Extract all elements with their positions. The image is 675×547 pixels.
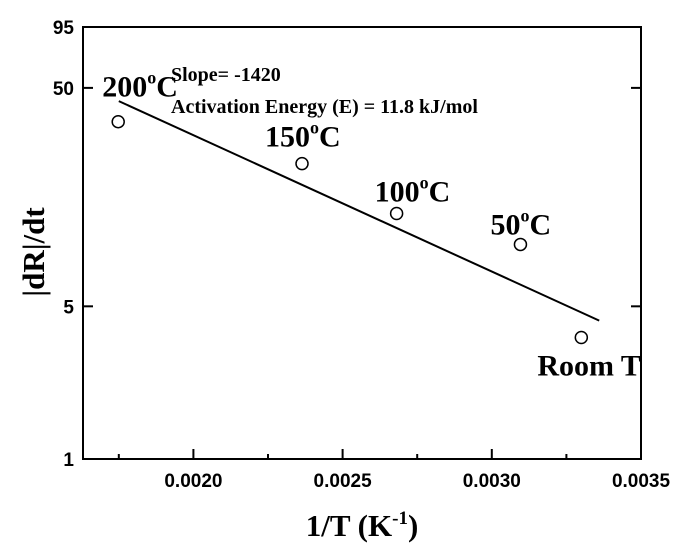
data-point — [111, 114, 125, 129]
point-label-superscript: o — [310, 118, 319, 138]
point-label-superscript: o — [147, 68, 156, 88]
y-tick-label: 5 — [63, 297, 74, 318]
data-point — [574, 330, 589, 345]
x-tick-label: 0.0020 — [164, 471, 222, 492]
y-axis-title: |dR|/dt — [16, 207, 51, 297]
point-label-unit: C — [319, 121, 341, 154]
data-points — [111, 114, 589, 345]
x-axis-title-close: ) — [408, 508, 418, 543]
point-label-superscript: o — [520, 205, 529, 225]
point-label-value: 100 — [375, 176, 420, 209]
annotation-slope: Slope= -1420 — [171, 64, 281, 86]
data-point — [389, 206, 404, 221]
annotation-activation-energy: Activation Energy (E) = 11.8 kJ/mol — [171, 96, 478, 118]
y-tick-label: 95 — [53, 18, 75, 39]
point-label-value: 150 — [265, 121, 310, 154]
point-label-unit: C — [529, 208, 551, 241]
point-label-value: 200 — [102, 71, 147, 104]
x-tick-label: 0.0030 — [463, 471, 521, 492]
y-tick-label: 1 — [63, 450, 74, 471]
point-label-superscript: o — [420, 173, 429, 193]
x-axis-title-main: 1/T (K — [306, 508, 392, 543]
point-label-value: Room T — [537, 349, 641, 382]
plot-frame — [82, 26, 642, 460]
point-label-unit: C — [156, 71, 178, 104]
point-label: 50oC — [490, 205, 551, 241]
fit-line — [118, 100, 600, 322]
x-tick-label: 0.0025 — [314, 471, 373, 492]
point-label: 200oC — [102, 68, 178, 104]
point-label: Room T — [537, 349, 641, 382]
y-axis-ticks: 1 5 50 95 — [53, 18, 641, 471]
x-tick-label: 0.0035 — [612, 471, 671, 492]
y-tick-label: 50 — [53, 79, 74, 100]
point-label-unit: C — [429, 176, 451, 209]
point-label: 100oC — [375, 173, 451, 209]
x-axis-title: 1/T (K-1) — [306, 508, 419, 543]
point-label: 150oC — [265, 118, 341, 154]
x-axis-title-superscript: -1 — [392, 508, 408, 529]
data-point — [295, 156, 309, 171]
point-label-value: 50 — [490, 208, 520, 241]
x-axis-ticks: 0.0020 0.0025 0.0030 0.0035 — [117, 449, 671, 492]
data-point — [513, 237, 528, 252]
